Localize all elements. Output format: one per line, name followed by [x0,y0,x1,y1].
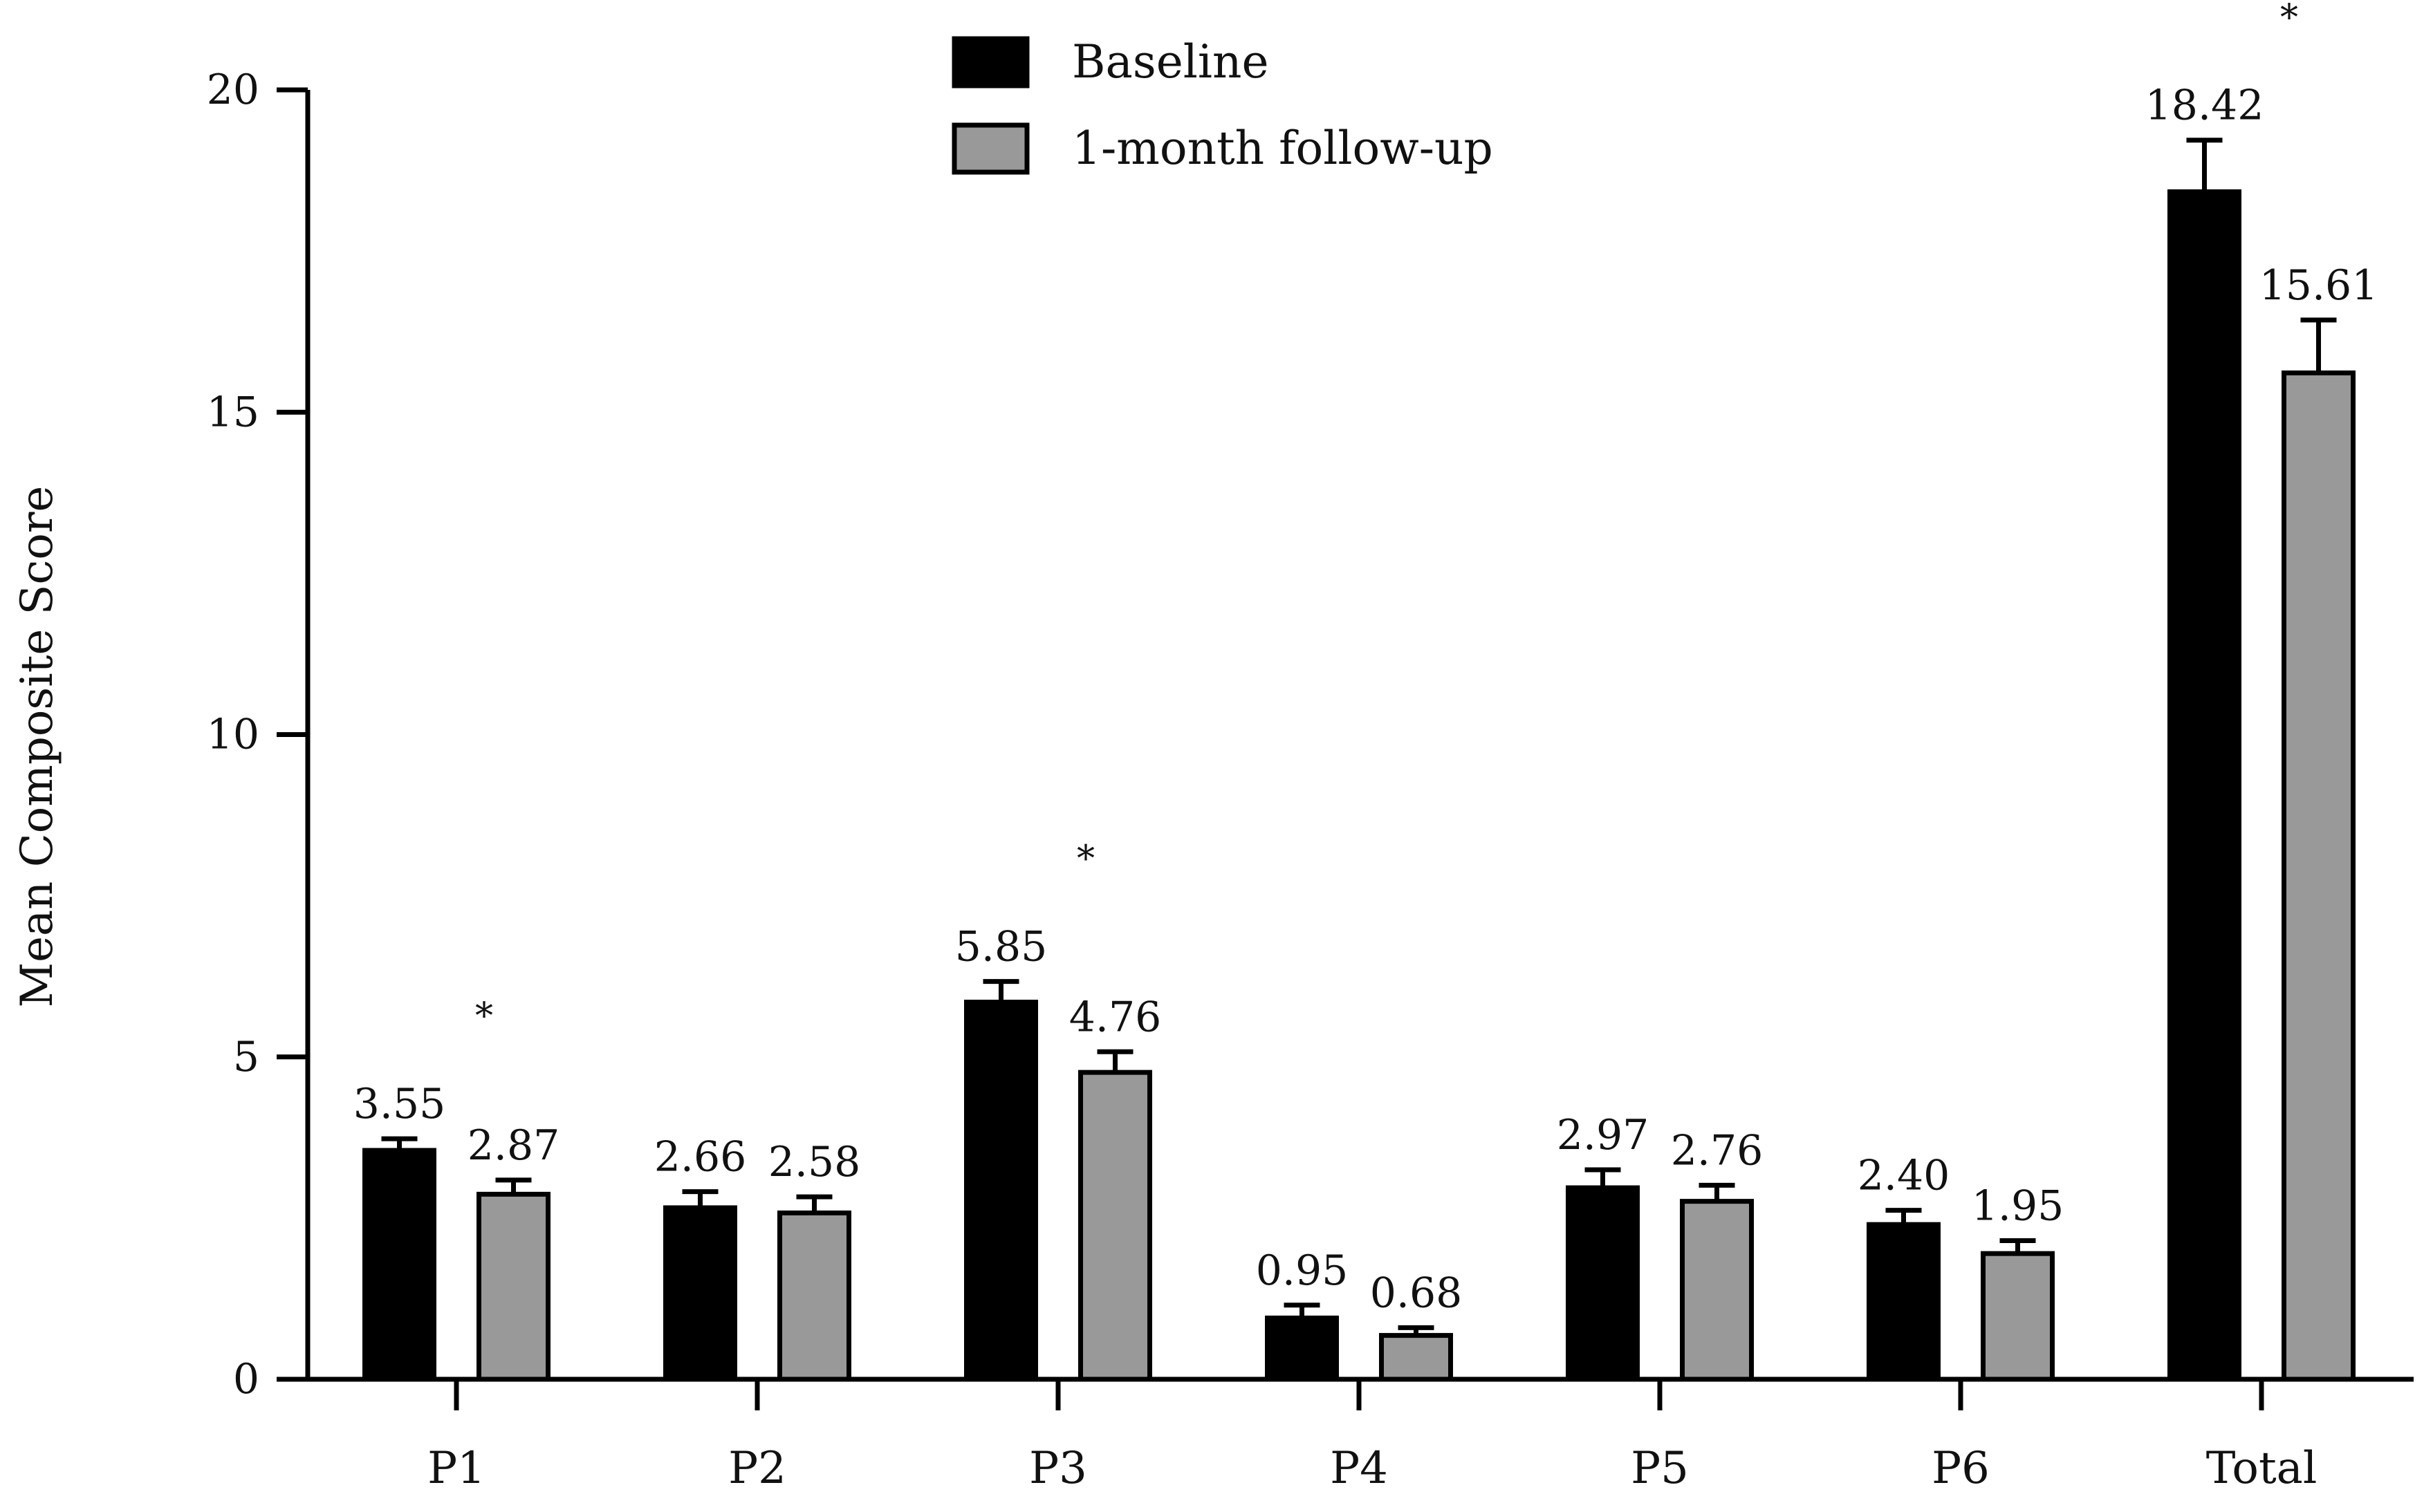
x-tick-label: Total [2206,1443,2318,1494]
y-tick-label: 15 [207,388,259,436]
data-label: 2.40 [1858,1152,1950,1200]
x-tick-label: P3 [1029,1443,1087,1494]
labels-group: 3.55 2.66 5.85 0.95 2.97 2.40 18.42 2.87 2.58 4.7… [353,0,2378,1317]
x-tick-label: P4 [1330,1443,1388,1494]
bar-followup [1981,1251,2055,1382]
legend-label-followup: 1-month follow-up [1072,122,1493,175]
y-tick-label: 20 [207,66,259,114]
bar-followup [1680,1199,1754,1382]
data-label: 2.66 [654,1133,747,1182]
legend-swatch-followup [952,122,1030,175]
bar-baseline [1265,1315,1339,1382]
data-label: 0.68 [1370,1269,1463,1317]
x-tick-label: P6 [1932,1443,1990,1494]
bar-baseline [663,1205,737,1382]
y-tick-label: 10 [207,711,259,759]
data-label: 5.85 [955,923,1048,971]
data-label: 18.42 [2145,82,2264,130]
data-label: 0.95 [1256,1247,1349,1295]
data-label: 2.87 [468,1121,560,1170]
bar-baseline [1566,1185,1640,1382]
bar-baseline [2167,189,2241,1382]
data-label: 4.76 [1069,993,1162,1041]
bar-baseline [362,1148,436,1382]
x-tick-label: P2 [728,1443,786,1494]
bar-followup [1078,1070,1152,1382]
legend: Baseline 1-month follow-up [952,35,1493,175]
y-tick-label: 0 [233,1355,259,1403]
data-label: 2.76 [1671,1126,1764,1175]
bars-group [362,138,2356,1382]
data-label: 2.58 [768,1138,861,1186]
bar-followup [477,1191,551,1382]
data-label: 2.97 [1557,1111,1649,1159]
y-tick-label: 5 [233,1033,259,1081]
y-axis-label: Mean Composite Score [12,486,63,1008]
bar-followup [777,1210,851,1382]
legend-swatch-baseline [952,36,1030,88]
data-label: 3.55 [353,1080,446,1128]
bar-followup [2282,370,2356,1382]
x-tick-label: P1 [427,1443,485,1494]
bar-baseline [1867,1222,1941,1382]
data-label: 1.95 [1972,1182,2064,1231]
bar-baseline [964,999,1038,1382]
significance-mark: * [475,996,493,1037]
x-tick-label: P5 [1631,1443,1689,1494]
data-label: 15.61 [2259,261,2378,310]
significance-mark: * [2280,0,2298,39]
axes-group: 0 5 10 15 20 P1 P2 P3 P4 P5 P6 Total [207,66,2414,1494]
significance-mark: * [1077,839,1095,880]
bar-followup [1379,1333,1453,1382]
legend-label-baseline: Baseline [1072,35,1269,88]
